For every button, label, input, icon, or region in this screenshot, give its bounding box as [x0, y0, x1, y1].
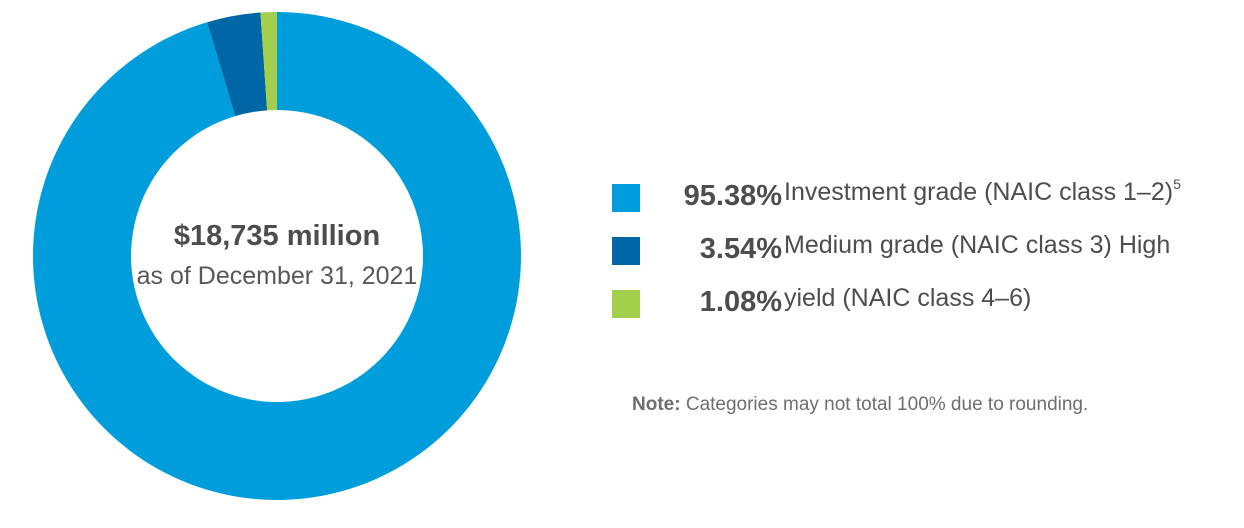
- legend-label-investment-grade: Investment grade (NAIC class 1–2)5: [784, 176, 1181, 207]
- legend-label-medium-grade: Medium grade (NAIC class 3) High: [784, 231, 1171, 259]
- legend-label-high-yield: yield (NAIC class 4–6): [784, 284, 1032, 312]
- rounding-note: Note: Categories may not total 100% due …: [632, 394, 1088, 416]
- note-prefix: Note:: [632, 394, 681, 415]
- legend-swatch-investment-grade: [612, 184, 640, 212]
- legend-value-medium-grade: 3.54%: [699, 233, 782, 265]
- center-total-amount: $18,735 million: [173, 220, 381, 252]
- legend-swatch-medium-grade: [612, 237, 640, 265]
- legend-swatch-high-yield: [612, 290, 640, 318]
- legend-label-text: Investment grade (NAIC class 1–2): [784, 178, 1174, 206]
- center-as-of-date: as of December 31, 2021: [136, 262, 418, 290]
- footnote-marker: 5: [1173, 176, 1181, 192]
- legend-value-high-yield: 1.08%: [699, 286, 782, 318]
- note-text: Categories may not total 100% due to rou…: [680, 394, 1089, 415]
- legend-value-investment-grade: 95.38%: [683, 180, 782, 212]
- slice-investment-grade: [32, 12, 521, 501]
- slice-high-yield: [260, 12, 277, 111]
- donut-chart: [32, 12, 521, 501]
- slice-medium-grade: [207, 12, 268, 117]
